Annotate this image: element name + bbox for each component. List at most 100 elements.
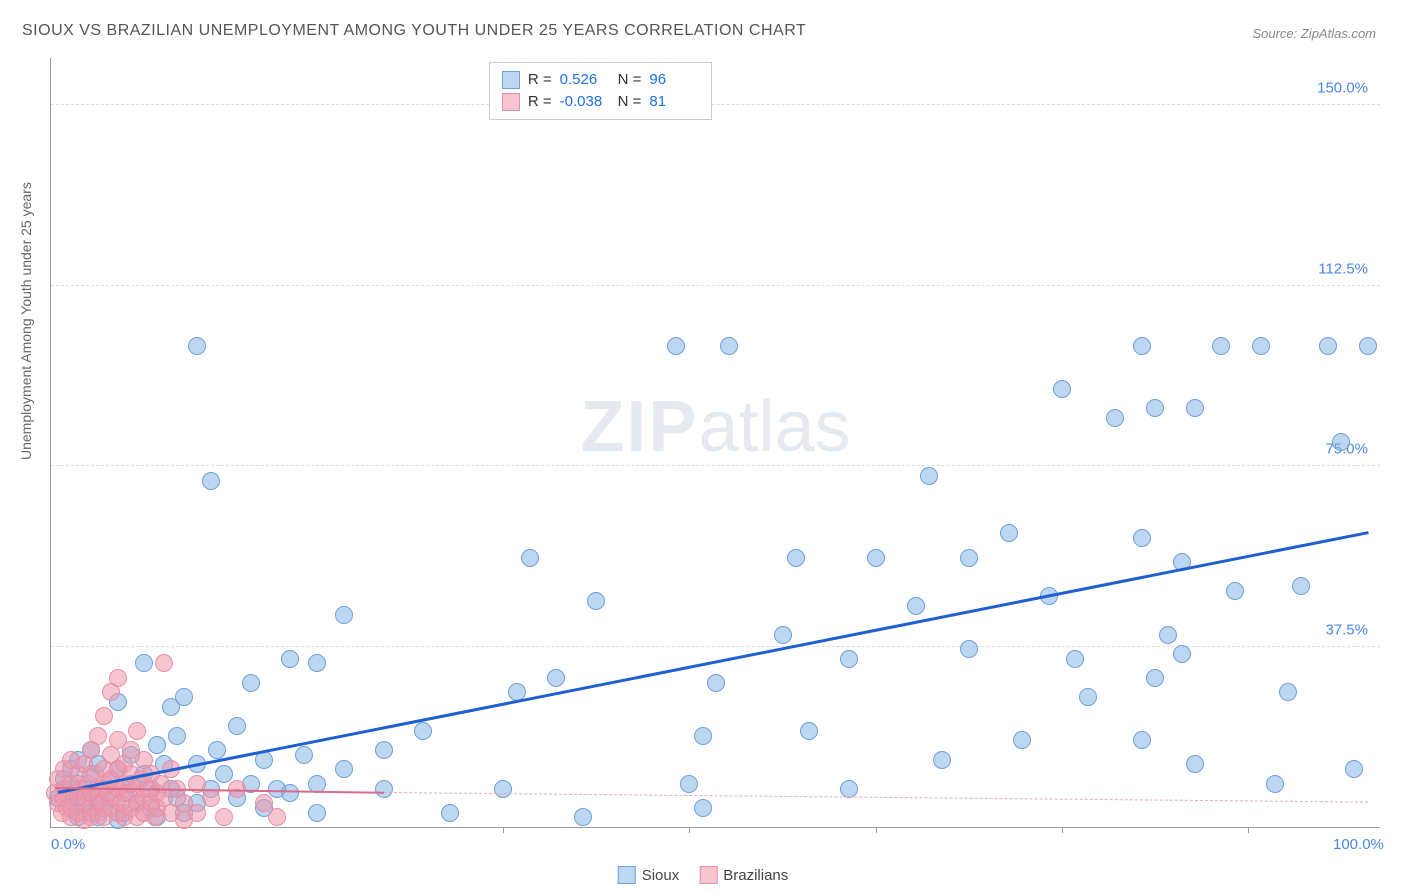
scatter-point	[800, 722, 818, 740]
scatter-point	[1345, 760, 1363, 778]
scatter-point	[1053, 380, 1071, 398]
legend-swatch	[618, 866, 636, 884]
x-tick-label: 0.0%	[51, 836, 85, 853]
scatter-point	[840, 650, 858, 668]
scatter-point	[1079, 688, 1097, 706]
scatter-point	[228, 780, 246, 798]
scatter-point	[228, 717, 246, 735]
scatter-point	[1133, 529, 1151, 547]
r-label: R =	[528, 91, 552, 113]
scatter-point	[867, 549, 885, 567]
watermark-zip: ZIP	[580, 387, 698, 467]
scatter-point	[375, 741, 393, 759]
correlation-stats-box: R =0.526N =96R = -0.038 N = 81	[489, 62, 713, 120]
scatter-point	[441, 804, 459, 822]
grid-line	[51, 285, 1380, 286]
scatter-plot-area: ZIPatlas 37.5%75.0%112.5%150.0%0.0%100.0…	[50, 58, 1380, 828]
scatter-point	[521, 549, 539, 567]
scatter-point	[281, 650, 299, 668]
scatter-point	[1266, 775, 1284, 793]
y-tick-label: 150.0%	[1317, 80, 1368, 97]
scatter-point	[907, 597, 925, 615]
scatter-point	[295, 746, 313, 764]
scatter-point	[308, 654, 326, 672]
watermark: ZIPatlas	[580, 386, 850, 468]
scatter-point	[1106, 409, 1124, 427]
r-value: -0.038	[560, 91, 610, 113]
scatter-point	[1212, 337, 1230, 355]
legend: Sioux Brazilians	[618, 866, 789, 884]
y-tick-label: 112.5%	[1318, 260, 1368, 277]
trend-line	[383, 792, 1367, 803]
legend-item: Brazilians	[699, 866, 788, 884]
scatter-point	[109, 669, 127, 687]
scatter-point	[1066, 650, 1084, 668]
scatter-point	[308, 804, 326, 822]
n-value: 96	[649, 69, 699, 91]
scatter-point	[202, 789, 220, 807]
scatter-point	[547, 669, 565, 687]
scatter-point	[720, 337, 738, 355]
scatter-point	[281, 784, 299, 802]
scatter-point	[933, 751, 951, 769]
stats-swatch	[502, 93, 520, 111]
scatter-point	[95, 707, 113, 725]
scatter-point	[1133, 337, 1151, 355]
legend-label: Brazilians	[723, 867, 788, 884]
scatter-point	[188, 804, 206, 822]
x-tick-mark	[1062, 827, 1063, 833]
scatter-point	[1146, 669, 1164, 687]
scatter-point	[574, 808, 592, 826]
scatter-point	[1013, 731, 1031, 749]
legend-label: Sioux	[642, 867, 680, 884]
stats-swatch	[502, 71, 520, 89]
grid-line	[51, 465, 1380, 466]
stats-row: R =0.526N =96	[502, 69, 700, 91]
x-tick-mark	[876, 827, 877, 833]
scatter-point	[414, 722, 432, 740]
y-tick-label: 37.5%	[1325, 621, 1368, 638]
scatter-point	[208, 741, 226, 759]
scatter-point	[135, 654, 153, 672]
scatter-point	[1226, 582, 1244, 600]
chart-title: SIOUX VS BRAZILIAN UNEMPLOYMENT AMONG YO…	[22, 22, 806, 40]
scatter-point	[128, 722, 146, 740]
scatter-point	[1319, 337, 1337, 355]
scatter-point	[494, 780, 512, 798]
scatter-point	[667, 337, 685, 355]
scatter-point	[1173, 645, 1191, 663]
scatter-point	[1292, 577, 1310, 595]
scatter-point	[707, 674, 725, 692]
n-label: N =	[618, 91, 642, 113]
scatter-point	[840, 780, 858, 798]
scatter-point	[155, 654, 173, 672]
scatter-point	[787, 549, 805, 567]
source-credit: Source: ZipAtlas.com	[1252, 26, 1376, 41]
scatter-point	[920, 467, 938, 485]
scatter-point	[215, 808, 233, 826]
scatter-point	[1186, 399, 1204, 417]
scatter-point	[1279, 683, 1297, 701]
scatter-point	[375, 780, 393, 798]
x-tick-mark	[689, 827, 690, 833]
scatter-point	[89, 727, 107, 745]
n-value: 81	[649, 91, 699, 113]
watermark-atlas: atlas	[698, 387, 850, 467]
scatter-point	[960, 640, 978, 658]
scatter-point	[242, 674, 260, 692]
scatter-point	[168, 727, 186, 745]
scatter-point	[175, 688, 193, 706]
stats-row: R = -0.038 N = 81	[502, 91, 700, 113]
scatter-point	[255, 794, 273, 812]
x-tick-mark	[1248, 827, 1249, 833]
scatter-point	[694, 727, 712, 745]
scatter-point	[335, 606, 353, 624]
scatter-point	[694, 799, 712, 817]
scatter-point	[215, 765, 233, 783]
grid-line	[51, 104, 1380, 105]
trend-line	[57, 531, 1368, 793]
scatter-point	[1133, 731, 1151, 749]
scatter-point	[335, 760, 353, 778]
scatter-point	[1332, 433, 1350, 451]
legend-item: Sioux	[618, 866, 680, 884]
